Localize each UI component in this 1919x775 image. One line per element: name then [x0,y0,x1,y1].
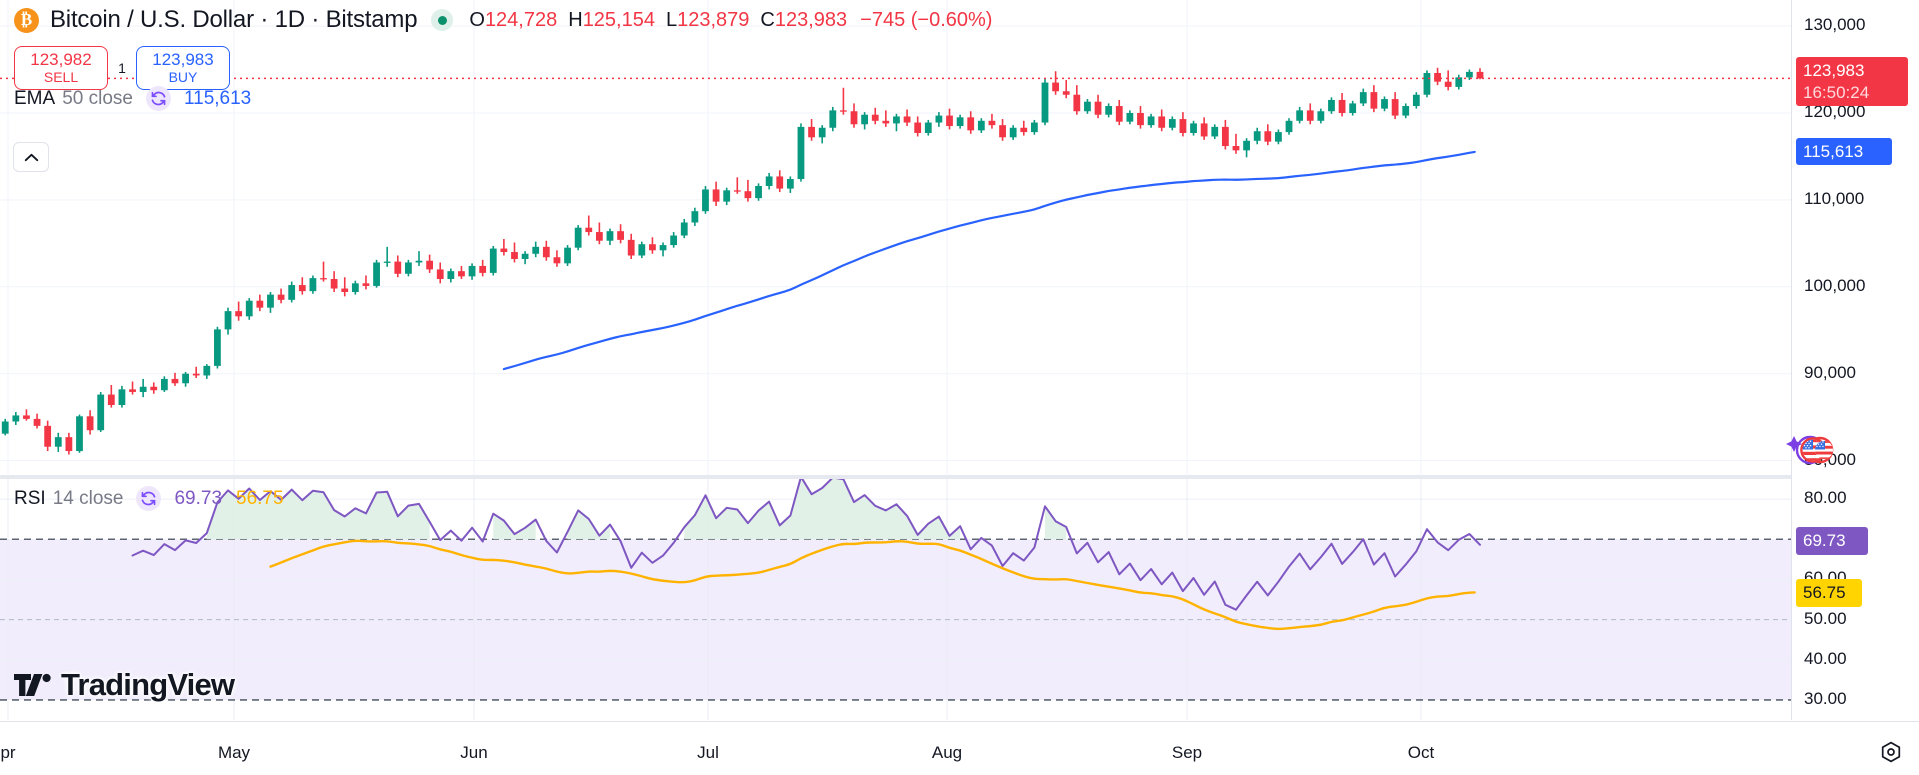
ema-price-tag[interactable]: 115,613 [1796,138,1892,166]
rsi-axis-label: 30.00 [1804,688,1847,708]
buy-button[interactable]: 123,983 BUY [136,46,230,90]
rsi-indicator-chart [0,479,1791,720]
ema-legend-name: EMA [14,87,56,109]
buy-label: BUY [168,68,198,85]
rsi-axis-label: 40.00 [1804,648,1847,668]
buy-price: 123,983 [152,50,214,70]
time-axis-label: May [217,743,251,762]
ema-legend-value: 115,613 [183,87,252,109]
rsi-legend-params: 14 close [52,487,124,509]
chevron-up-icon [24,153,39,162]
order-quantity[interactable]: 1 [118,60,126,76]
time-axis-label: Aug [931,743,963,762]
price-chart-pane[interactable] [0,0,1791,478]
rsi-value-tag[interactable]: 69.73 [1796,527,1868,555]
price-change: −745 (−0.60%) [860,8,993,31]
price-axis-label: 120,000 [1804,101,1866,121]
chart-header: ₿ Bitcoin / U.S. Dollar · 1D · Bitstamp … [0,0,1919,40]
buy-sell-widget: 123,982 SELL 1 123,983 BUY [14,46,230,90]
rsi-legend-name: RSI [14,487,46,509]
price-axis-label: 90,000 [1804,362,1856,382]
rsi-axis[interactable]: 80.00 60.00 50.00 40.00 30.00 69.73 56.75 [1792,479,1919,720]
last-price-value: 123,983 [1803,61,1865,81]
price-axis-label: 100,000 [1804,275,1866,295]
tradingview-logo [14,672,54,699]
ema-legend[interactable]: EMA 50 close 115,613 [14,86,251,111]
sell-price: 123,982 [30,50,92,70]
watermark-text: TradingView [61,667,235,702]
candlestick-chart [0,0,1791,478]
sell-button[interactable]: 123,982 SELL [14,46,108,90]
high-label: H [568,8,583,31]
market-open-dot[interactable] [431,9,454,31]
rsi-ma-value-tag[interactable]: 56.75 [1796,579,1862,607]
rsi-ma-legend-value: 56.75 [236,487,284,509]
price-axis[interactable]: 130,000 120,000 110,000 100,000 90,000 80,000… [1792,0,1919,478]
bitcoin-icon: ₿ [14,7,39,33]
price-axis-label: 130,000 [1804,15,1866,35]
price-axis-label: 110,000 [1804,188,1865,208]
low-value: 123,879 [677,8,750,31]
time-axis-label: pr [0,743,16,762]
high-value: 125,154 [582,8,655,31]
sell-label: SELL [43,68,79,85]
symbol-title[interactable]: Bitcoin / U.S. Dollar · 1D · Bitstamp [50,6,418,33]
rsi-legend[interactable]: RSI 14 close 69.73 56.75 [14,486,284,511]
ohlc-values: O 124,728 H 125,154 L 123,879 C 123,983 −745… [469,9,992,32]
pane-separator[interactable] [0,475,1791,479]
open-value: 124,728 [484,8,558,31]
open-label: O [469,8,485,31]
last-price-tag[interactable]: 123,983 16:50:24 [1796,57,1908,106]
tradingview-watermark: TradingView [14,667,235,703]
rsi-legend-value: 69.73 [174,487,223,509]
collapse-pane-button[interactable] [13,142,49,172]
time-axis-label: Jul [697,743,719,762]
time-axis-label: Sep [1171,743,1203,762]
rsi-chart-pane[interactable] [0,479,1791,720]
axis-separator [1791,0,1792,720]
rsi-axis-label: 50.00 [1804,608,1847,628]
time-axis-label: Oct [1407,743,1435,762]
bar-countdown: 16:50:24 [1803,82,1870,102]
rsi-axis-label: 80.00 [1804,488,1847,508]
close-label: C [760,8,775,31]
time-axis[interactable]: pr May Jun Jul Aug Sep Oct [0,721,1919,775]
sync-icon[interactable] [136,486,162,511]
close-value: 123,983 [774,8,848,31]
ema-legend-params: 50 close [62,87,133,109]
gear-icon[interactable] [1878,739,1904,765]
time-axis-divider [0,721,1919,722]
usa-flag-sparkle-badge [1786,430,1838,470]
sync-icon[interactable] [145,86,171,111]
time-axis-label: Jun [460,743,488,762]
low-label: L [665,8,678,31]
